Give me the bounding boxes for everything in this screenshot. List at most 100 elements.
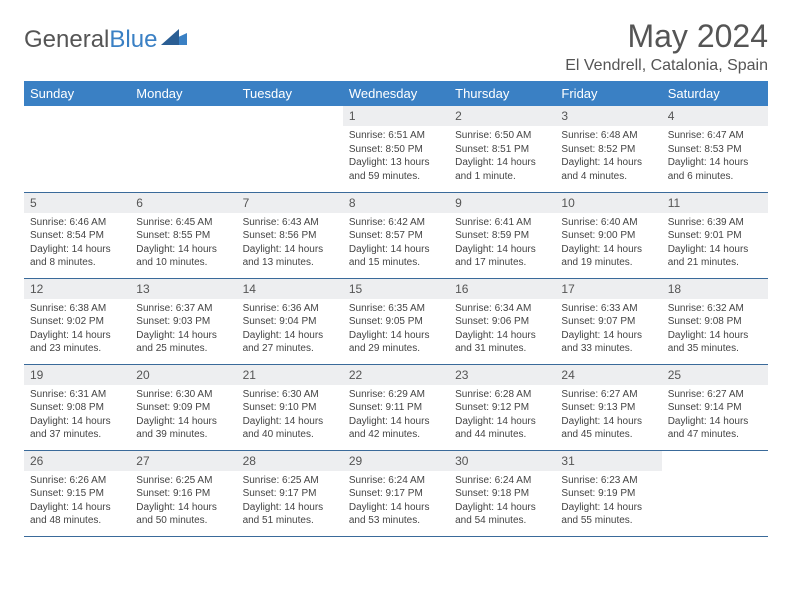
sunrise-text: Sunrise: 6:25 AM [243,474,337,488]
calendar-cell: 22Sunrise: 6:29 AMSunset: 9:11 PMDayligh… [343,364,449,450]
daylight-text: Daylight: 14 hours and 21 minutes. [668,243,762,270]
daylight-text: Daylight: 14 hours and 33 minutes. [561,329,655,356]
calendar-cell: 21Sunrise: 6:30 AMSunset: 9:10 PMDayligh… [237,364,343,450]
day-number [662,451,768,457]
sunrise-text: Sunrise: 6:27 AM [561,388,655,402]
day-header-row: SundayMondayTuesdayWednesdayThursdayFrid… [24,81,768,106]
day-details: Sunrise: 6:26 AMSunset: 9:15 PMDaylight:… [24,471,130,532]
sunset-text: Sunset: 8:55 PM [136,229,230,243]
day-details: Sunrise: 6:23 AMSunset: 9:19 PMDaylight:… [555,471,661,532]
day-number: 24 [555,365,661,385]
sunrise-text: Sunrise: 6:33 AM [561,302,655,316]
daylight-text: Daylight: 14 hours and 50 minutes. [136,501,230,528]
daylight-text: Daylight: 14 hours and 13 minutes. [243,243,337,270]
day-number: 30 [449,451,555,471]
calendar-cell: 6Sunrise: 6:45 AMSunset: 8:55 PMDaylight… [130,192,236,278]
sunrise-text: Sunrise: 6:30 AM [136,388,230,402]
sunrise-text: Sunrise: 6:24 AM [349,474,443,488]
daylight-text: Daylight: 14 hours and 31 minutes. [455,329,549,356]
sunset-text: Sunset: 9:15 PM [30,487,124,501]
sunrise-text: Sunrise: 6:50 AM [455,129,549,143]
daylight-text: Daylight: 14 hours and 40 minutes. [243,415,337,442]
daylight-text: Daylight: 14 hours and 42 minutes. [349,415,443,442]
calendar-cell: 5Sunrise: 6:46 AMSunset: 8:54 PMDaylight… [24,192,130,278]
day-number: 10 [555,193,661,213]
calendar-cell: 4Sunrise: 6:47 AMSunset: 8:53 PMDaylight… [662,106,768,192]
day-number: 9 [449,193,555,213]
day-number: 12 [24,279,130,299]
calendar-cell: 31Sunrise: 6:23 AMSunset: 9:19 PMDayligh… [555,450,661,536]
location: El Vendrell, Catalonia, Spain [565,57,768,75]
day-details: Sunrise: 6:34 AMSunset: 9:06 PMDaylight:… [449,299,555,360]
daylight-text: Daylight: 14 hours and 39 minutes. [136,415,230,442]
calendar-cell [24,106,130,192]
logo-text-2: Blue [109,26,157,54]
calendar-cell: 8Sunrise: 6:42 AMSunset: 8:57 PMDaylight… [343,192,449,278]
sunrise-text: Sunrise: 6:47 AM [668,129,762,143]
sunset-text: Sunset: 8:59 PM [455,229,549,243]
day-details: Sunrise: 6:35 AMSunset: 9:05 PMDaylight:… [343,299,449,360]
day-number: 29 [343,451,449,471]
calendar-cell: 20Sunrise: 6:30 AMSunset: 9:09 PMDayligh… [130,364,236,450]
sunrise-text: Sunrise: 6:27 AM [668,388,762,402]
daylight-text: Daylight: 14 hours and 37 minutes. [30,415,124,442]
daylight-text: Daylight: 14 hours and 19 minutes. [561,243,655,270]
day-number: 16 [449,279,555,299]
calendar-row: 26Sunrise: 6:26 AMSunset: 9:15 PMDayligh… [24,450,768,536]
day-details: Sunrise: 6:24 AMSunset: 9:17 PMDaylight:… [343,471,449,532]
day-details: Sunrise: 6:47 AMSunset: 8:53 PMDaylight:… [662,126,768,187]
sunrise-text: Sunrise: 6:25 AM [136,474,230,488]
daylight-text: Daylight: 14 hours and 4 minutes. [561,156,655,183]
calendar-row: 19Sunrise: 6:31 AMSunset: 9:08 PMDayligh… [24,364,768,450]
day-header: Sunday [24,81,130,106]
calendar-cell: 23Sunrise: 6:28 AMSunset: 9:12 PMDayligh… [449,364,555,450]
day-details: Sunrise: 6:46 AMSunset: 8:54 PMDaylight:… [24,213,130,274]
calendar-body: 1Sunrise: 6:51 AMSunset: 8:50 PMDaylight… [24,106,768,536]
calendar-cell: 3Sunrise: 6:48 AMSunset: 8:52 PMDaylight… [555,106,661,192]
sunrise-text: Sunrise: 6:46 AM [30,216,124,230]
day-details: Sunrise: 6:50 AMSunset: 8:51 PMDaylight:… [449,126,555,187]
daylight-text: Daylight: 14 hours and 53 minutes. [349,501,443,528]
day-number [24,106,130,112]
sunrise-text: Sunrise: 6:43 AM [243,216,337,230]
daylight-text: Daylight: 14 hours and 45 minutes. [561,415,655,442]
day-header: Saturday [662,81,768,106]
calendar-cell: 1Sunrise: 6:51 AMSunset: 8:50 PMDaylight… [343,106,449,192]
daylight-text: Daylight: 14 hours and 35 minutes. [668,329,762,356]
calendar-cell: 18Sunrise: 6:32 AMSunset: 9:08 PMDayligh… [662,278,768,364]
sunrise-text: Sunrise: 6:29 AM [349,388,443,402]
logo-icon [161,26,187,54]
day-number [130,106,236,112]
day-header: Thursday [449,81,555,106]
day-number: 22 [343,365,449,385]
sunset-text: Sunset: 9:17 PM [243,487,337,501]
title-block: May 2024 El Vendrell, Catalonia, Spain [565,18,768,75]
daylight-text: Daylight: 13 hours and 59 minutes. [349,156,443,183]
calendar-row: 5Sunrise: 6:46 AMSunset: 8:54 PMDaylight… [24,192,768,278]
day-number: 26 [24,451,130,471]
day-details: Sunrise: 6:45 AMSunset: 8:55 PMDaylight:… [130,213,236,274]
day-details: Sunrise: 6:25 AMSunset: 9:17 PMDaylight:… [237,471,343,532]
calendar-cell: 9Sunrise: 6:41 AMSunset: 8:59 PMDaylight… [449,192,555,278]
day-header: Tuesday [237,81,343,106]
day-number: 18 [662,279,768,299]
sunrise-text: Sunrise: 6:30 AM [243,388,337,402]
day-details: Sunrise: 6:31 AMSunset: 9:08 PMDaylight:… [24,385,130,446]
sunset-text: Sunset: 9:03 PM [136,315,230,329]
sunset-text: Sunset: 8:50 PM [349,143,443,157]
sunrise-text: Sunrise: 6:34 AM [455,302,549,316]
calendar-cell: 13Sunrise: 6:37 AMSunset: 9:03 PMDayligh… [130,278,236,364]
calendar-cell [130,106,236,192]
calendar-cell: 29Sunrise: 6:24 AMSunset: 9:17 PMDayligh… [343,450,449,536]
sunrise-text: Sunrise: 6:42 AM [349,216,443,230]
day-number: 4 [662,106,768,126]
day-details: Sunrise: 6:48 AMSunset: 8:52 PMDaylight:… [555,126,661,187]
day-number: 14 [237,279,343,299]
day-details: Sunrise: 6:39 AMSunset: 9:01 PMDaylight:… [662,213,768,274]
calendar-cell: 16Sunrise: 6:34 AMSunset: 9:06 PMDayligh… [449,278,555,364]
calendar-cell: 2Sunrise: 6:50 AMSunset: 8:51 PMDaylight… [449,106,555,192]
day-number: 3 [555,106,661,126]
sunset-text: Sunset: 9:16 PM [136,487,230,501]
sunset-text: Sunset: 9:00 PM [561,229,655,243]
sunset-text: Sunset: 9:12 PM [455,401,549,415]
